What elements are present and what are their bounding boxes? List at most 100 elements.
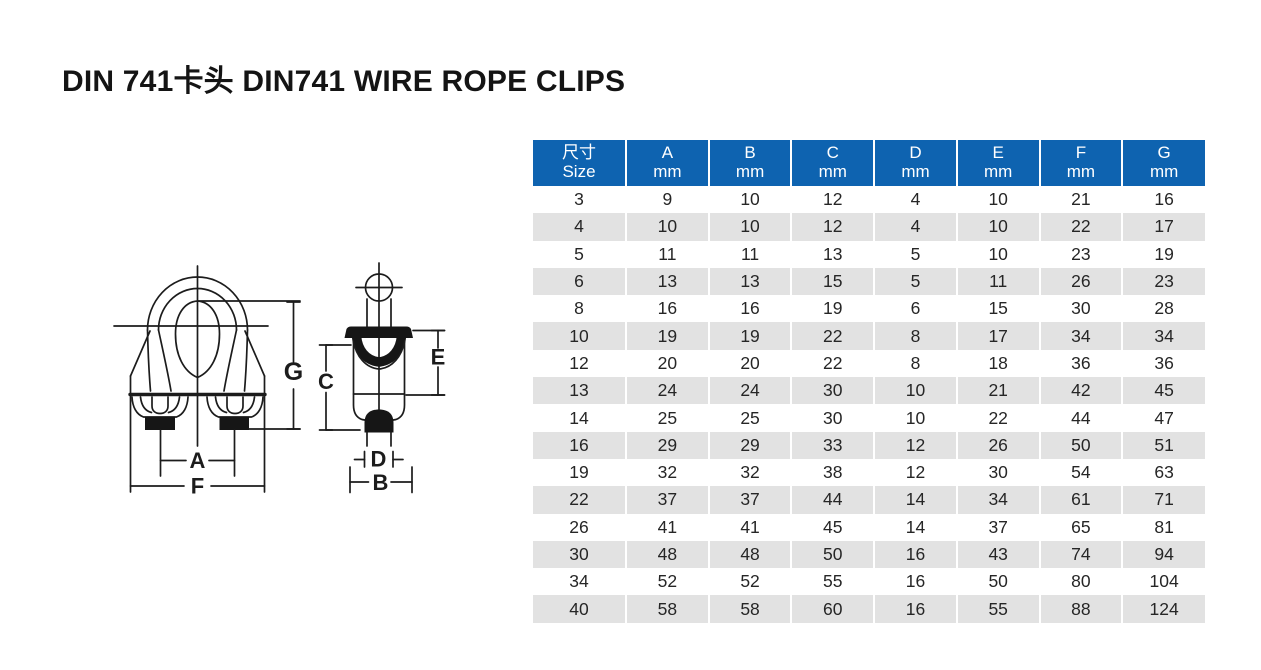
table-row: 13 24 24 30 10 21 42 45 <box>533 377 1205 405</box>
col-letter: D <box>909 143 922 163</box>
col-unit: mm <box>1149 162 1179 181</box>
value-cell: 37 <box>625 486 709 514</box>
size-cell: 19 <box>533 458 627 487</box>
col-letter: A <box>661 143 674 163</box>
value-cell: 50 <box>955 568 1040 596</box>
value-cell: 29 <box>625 431 709 459</box>
value-cell: 15 <box>955 295 1040 323</box>
value-cell: 22 <box>955 404 1040 432</box>
value-cell: 24 <box>625 377 709 405</box>
value-cell: 21 <box>1038 186 1123 214</box>
value-cell: 13 <box>625 267 709 296</box>
size-cell: 8 <box>533 295 627 323</box>
value-cell: 13 <box>707 267 792 296</box>
col-unit: mm <box>984 162 1013 181</box>
value-cell: 16 <box>873 568 957 596</box>
col-unit: mm <box>901 162 930 181</box>
value-cell: 17 <box>955 322 1040 350</box>
value-cell: 10 <box>707 213 792 241</box>
table-row: 3 9 10 12 4 10 21 16 <box>533 186 1205 214</box>
size-cell: 3 <box>533 186 627 214</box>
value-cell: 36 <box>1038 349 1123 378</box>
value-cell: 20 <box>707 349 792 378</box>
col-letter: C <box>826 143 839 163</box>
value-cell: 124 <box>1121 595 1205 623</box>
value-cell: 24 <box>707 377 792 405</box>
table-row: 22 37 37 44 14 34 61 71 <box>533 486 1205 514</box>
table-row: 26 41 41 45 14 37 65 81 <box>533 513 1205 541</box>
value-cell: 22 <box>790 349 875 378</box>
value-cell: 8 <box>873 349 957 378</box>
technical-drawing: G A F C E D B <box>85 253 530 505</box>
value-cell: 16 <box>707 295 792 323</box>
size-cell: 22 <box>533 486 627 514</box>
value-cell: 4 <box>873 213 957 241</box>
value-cell: 12 <box>790 213 875 241</box>
value-cell: 32 <box>707 458 792 487</box>
table-row: 19 32 32 38 12 30 54 63 <box>533 458 1205 487</box>
value-cell: 51 <box>1121 431 1205 459</box>
size-cell: 13 <box>533 377 627 405</box>
value-cell: 5 <box>873 267 957 296</box>
value-cell: 11 <box>955 267 1040 296</box>
value-cell: 19 <box>1121 240 1205 268</box>
value-cell: 29 <box>707 431 792 459</box>
dim-label-a: A <box>190 448 206 473</box>
value-cell: 41 <box>707 513 792 541</box>
value-cell: 45 <box>790 513 875 541</box>
value-cell: 21 <box>955 377 1040 405</box>
value-cell: 10 <box>873 404 957 432</box>
value-cell: 16 <box>873 595 957 623</box>
value-cell: 10 <box>955 240 1040 268</box>
value-cell: 81 <box>1121 513 1205 541</box>
value-cell: 52 <box>625 568 709 596</box>
col-unit: mm <box>735 162 765 181</box>
dim-label-d: D <box>371 447 387 472</box>
value-cell: 15 <box>790 267 875 296</box>
table-row: 12 20 20 22 8 18 36 36 <box>533 349 1205 378</box>
value-cell: 34 <box>955 486 1040 514</box>
value-cell: 23 <box>1121 267 1205 296</box>
value-cell: 52 <box>707 568 792 596</box>
value-cell: 45 <box>1121 377 1205 405</box>
value-cell: 50 <box>790 540 875 569</box>
value-cell: 48 <box>707 540 792 569</box>
value-cell: 22 <box>790 322 875 350</box>
value-cell: 25 <box>625 404 709 432</box>
value-cell: 71 <box>1121 486 1205 514</box>
col-letter: F <box>1075 143 1087 163</box>
value-cell: 16 <box>873 540 957 569</box>
table-row: 6 13 13 15 5 11 26 23 <box>533 267 1205 296</box>
value-cell: 30 <box>1038 295 1123 323</box>
value-cell: 18 <box>955 349 1040 378</box>
value-cell: 48 <box>625 540 709 569</box>
value-cell: 17 <box>1121 213 1205 241</box>
table-row: 16 29 29 33 12 26 50 51 <box>533 431 1205 459</box>
value-cell: 74 <box>1038 540 1123 569</box>
value-cell: 37 <box>707 486 792 514</box>
table-row: 30 48 48 50 16 43 74 94 <box>533 540 1205 569</box>
value-cell: 80 <box>1038 568 1123 596</box>
table-row: 5 11 11 13 5 10 23 19 <box>533 240 1205 268</box>
front-view <box>113 265 301 493</box>
table-row: 8 16 16 19 6 15 30 28 <box>533 295 1205 323</box>
value-cell: 30 <box>790 377 875 405</box>
value-cell: 5 <box>873 240 957 268</box>
value-cell: 16 <box>1121 186 1205 214</box>
value-cell: 30 <box>955 458 1040 487</box>
size-cell: 5 <box>533 240 627 268</box>
value-cell: 41 <box>625 513 709 541</box>
value-cell: 44 <box>1038 404 1123 432</box>
table-row: 10 19 19 22 8 17 34 34 <box>533 322 1205 350</box>
value-cell: 61 <box>1038 486 1123 514</box>
value-cell: 94 <box>1121 540 1205 569</box>
table-row: 40 58 58 60 16 55 88 124 <box>533 595 1205 623</box>
